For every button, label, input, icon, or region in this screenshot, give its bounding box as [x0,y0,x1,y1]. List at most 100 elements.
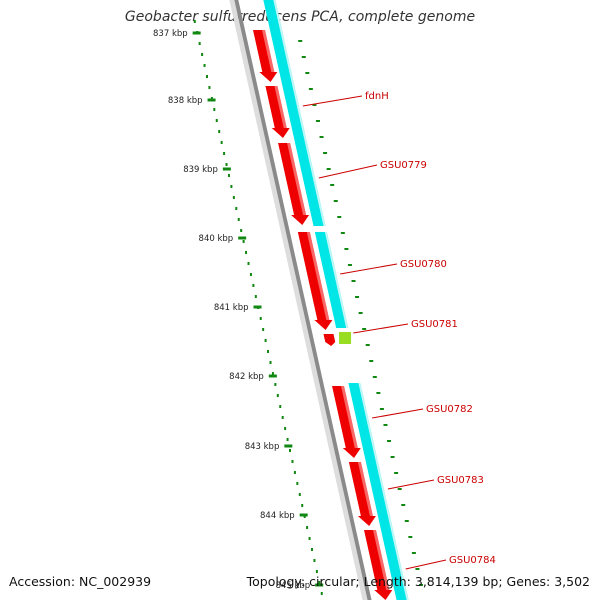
lane-tick [390,456,395,458]
lane-tick [408,536,413,538]
ruler-minor-tick [198,42,201,45]
ruler-minor-tick [267,350,270,353]
gene-leader-line [302,95,363,107]
ruler-minor-tick [281,416,284,419]
lane-tick [411,552,416,554]
ruler-minor-tick [215,119,218,122]
ruler-minor-tick [306,526,309,529]
cds-cyan-edge [358,383,409,600]
topology-summary: Topology: circular; Length: 3,814,139 bp… [246,574,590,589]
ruler-minor-tick [254,295,257,298]
cds-red-highlight [373,530,390,590]
ruler-minor-tick [264,339,267,342]
gene-leader-line [387,479,435,490]
ruler-minor-tick [237,218,240,221]
ruler-minor-tick [203,64,206,67]
ruler-minor-tick [201,53,204,56]
ruler-minor-tick [284,427,287,430]
ruler-minor-tick [298,493,301,496]
gene-label: GSU0780 [400,259,447,270]
lane-tick [358,312,363,314]
lane-tick [312,104,317,106]
accession-text: Accession: NC_002939 [9,574,152,589]
ruler-minor-tick [240,229,243,232]
lane-tick [401,504,406,506]
ruler-minor-tick [279,405,282,408]
ruler-label: 837 kbp [153,29,188,39]
cds-red-highlight [341,386,358,448]
ruler-major-tick [268,374,277,378]
ruler-minor-tick [274,383,277,386]
ruler-minor-tick [313,559,316,562]
lane-tick [362,328,367,330]
gene-label: GSU0782 [426,404,473,415]
lane-tick [355,296,360,298]
ruler-label: 840 kbp [199,234,234,244]
cds-red-highlight [357,462,373,516]
gene-label: GSU0783 [437,475,484,486]
gene-label: GSU0784 [449,555,496,566]
ruler-minor-tick [220,141,223,144]
ruler-label: 845 kbp [276,581,311,591]
lane-tick [315,120,320,122]
gene-label: GSU0781 [411,319,458,330]
ruler-minor-tick [249,273,252,276]
ruler-major-tick [253,305,262,309]
ruler-minor-tick [235,207,238,210]
ruler-minor-tick [230,185,233,188]
ruler-minor-tick [193,20,196,23]
ruler-label: 839 kbp [183,165,218,175]
gene-leader-line [318,164,378,179]
cds-red-small [323,334,336,346]
lane-tick [351,280,356,282]
ruler-minor-tick [213,108,216,111]
cds-cyan-lane [314,232,349,328]
lane-tick [365,344,370,346]
lane-tick [337,216,342,218]
feature-highlight-green [339,332,352,344]
gene-leader-line [405,559,447,570]
lane-tick [404,520,409,522]
ruler-major-tick [315,583,324,587]
cds-red-highlight [262,30,275,72]
ruler-minor-tick [318,581,321,584]
lane-tick [305,72,310,74]
backbone-line [234,0,372,600]
ruler-minor-tick [232,196,235,199]
ruler-minor-tick [208,86,211,89]
ruler-minor-tick [315,570,318,573]
ruler-label: 841 kbp [214,303,249,313]
lane-tick [369,360,374,362]
lane-tick [394,472,399,474]
cds-cyan-lane [263,0,326,226]
ruler-label: 843 kbp [245,442,280,452]
lane-tick [330,184,335,186]
ruler-major-tick [207,98,216,102]
gene-label: fdnH [365,91,389,102]
lane-tick [376,392,381,394]
ruler-minor-tick [262,328,265,331]
ruler-minor-tick [225,163,228,166]
cds-red-highlight [306,232,330,320]
ruler-major-tick [222,167,231,171]
ruler-major-tick [284,444,293,448]
ruler-minor-tick [289,449,292,452]
lane-tick [418,584,423,586]
gene-leader-line [340,263,398,275]
ruler-minor-tick [271,372,274,375]
ruler-label: 838 kbp [168,96,203,106]
ruler-minor-tick [242,240,245,243]
cds-red-highlight [274,86,287,128]
ruler-minor-tick [308,537,311,540]
ruler-minor-tick [259,317,262,320]
gene-leader-line [372,408,424,419]
lane-tick [397,488,402,490]
ruler-minor-tick [310,548,313,551]
lane-tick [379,408,384,410]
lane-tick [323,152,328,154]
ruler-minor-tick [291,460,294,463]
ruler-minor-tick [227,174,230,177]
lane-tick [372,376,377,378]
ruler-minor-tick [223,152,226,155]
